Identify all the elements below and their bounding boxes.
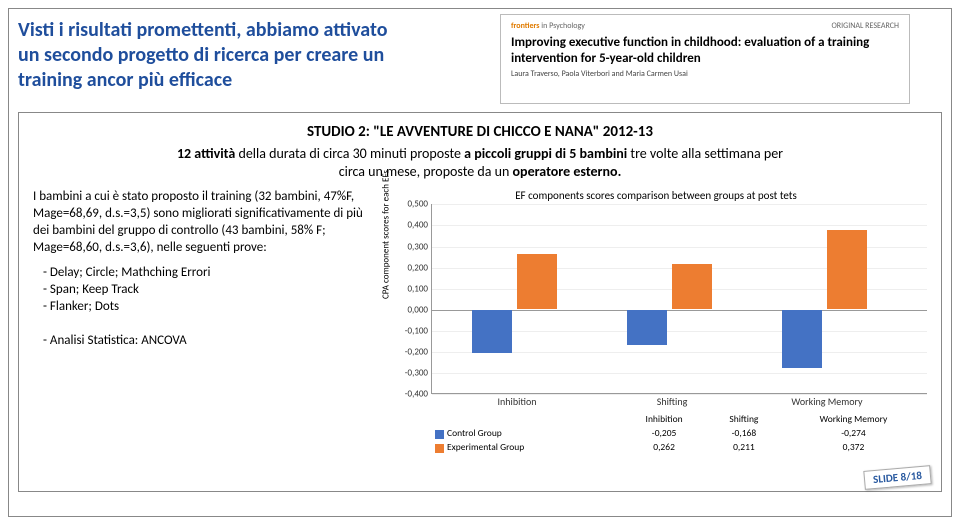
bullet-list-2: Analisi Statistica: ANCOVA bbox=[33, 333, 373, 350]
chart-data-table: Inhibition Shifting Working Memory Contr… bbox=[431, 412, 927, 454]
table-col-header: Working Memory bbox=[780, 412, 927, 426]
paper-title: Improving executive function in childhoo… bbox=[511, 35, 899, 66]
table-row-label: Control Group bbox=[431, 426, 620, 440]
paper-authors: Laura Traverso, Paola Viterbori and Mari… bbox=[511, 69, 899, 79]
table-col-header: Inhibition bbox=[620, 412, 708, 426]
paper-type: ORIGINAL RESEARCH bbox=[831, 21, 899, 31]
study-box: STUDIO 2: "LE AVVENTURE DI CHICCO E NANA… bbox=[18, 112, 942, 492]
bullet-item: Delay; Circle; Mathching Errori bbox=[43, 265, 373, 282]
table-row-label: Experimental Group bbox=[431, 440, 620, 454]
bullet-item: Flanker; Dots bbox=[43, 299, 373, 316]
study-description: 12 attività della durata di circa 30 min… bbox=[33, 145, 927, 181]
title-line-2: un secondo progetto di ricerca per crear… bbox=[18, 43, 384, 67]
title-line-1: Visti i risultati promettenti, abbiamo a… bbox=[18, 18, 387, 42]
slide-number-badge: SLIDE 8/18 bbox=[863, 465, 931, 490]
bullet-list: Delay; Circle; Mathching Errori Span; Ke… bbox=[33, 265, 373, 316]
left-column: I bambini a cui è stato proposto il trai… bbox=[33, 189, 373, 454]
journal-sub: in Psychology bbox=[541, 21, 585, 31]
chart-area: CPA component scores for each EFs 0,5000… bbox=[431, 204, 927, 394]
journal-name: frontiers bbox=[511, 21, 539, 31]
table-col-header: Shifting bbox=[708, 412, 780, 426]
title-line-3: training ancor più efficace bbox=[18, 68, 232, 92]
chart-title: EF components scores comparison between … bbox=[385, 189, 927, 202]
chart-column: EF components scores comparison between … bbox=[385, 189, 927, 454]
paper-thumbnail: frontiers in Psychology ORIGINAL RESEARC… bbox=[500, 14, 910, 104]
left-paragraph: I bambini a cui è stato proposto il trai… bbox=[33, 189, 373, 257]
bullet-item: Analisi Statistica: ANCOVA bbox=[43, 333, 373, 350]
bullet-item: Span; Keep Track bbox=[43, 282, 373, 299]
study-heading: STUDIO 2: "LE AVVENTURE DI CHICCO E NANA… bbox=[33, 123, 927, 141]
title-block: Visti i risultati promettenti, abbiamo a… bbox=[18, 18, 448, 93]
